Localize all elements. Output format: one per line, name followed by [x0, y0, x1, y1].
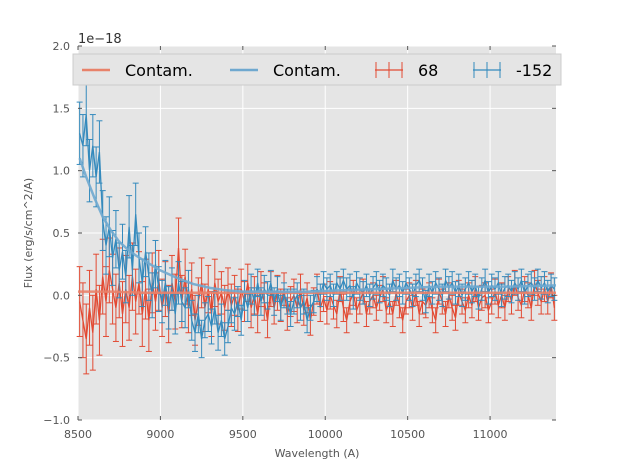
y-axis-label: Flux (erg/s/cm^2/A)	[22, 178, 35, 288]
legend-label: -152	[516, 61, 552, 80]
x-tick-label: 10000	[308, 428, 343, 441]
legend: Contam. Contam. 68 -152	[72, 53, 562, 86]
contam-line	[78, 157, 557, 293]
legend-label: Contam.	[125, 61, 193, 80]
y-tick-label: 1.5	[53, 102, 71, 115]
y-tick-label: 2.0	[53, 40, 71, 53]
legend-label: 68	[418, 61, 438, 80]
grid-lines	[77, 45, 556, 421]
x-axis-label: Wavelength (A)	[275, 447, 360, 460]
y-tick-label: 0.5	[53, 227, 71, 240]
y-axis: −1.0 −0.5 0.0 0.5 1.0 1.5 2.0	[43, 40, 556, 427]
y-offset-label: 1e−18	[78, 32, 122, 47]
series-3	[76, 82, 558, 359]
legend-label: Contam.	[273, 61, 341, 80]
y-tick-label: 1.0	[53, 165, 71, 178]
series-layer	[76, 82, 558, 375]
y-tick-label: −1.0	[43, 414, 70, 427]
y-tick-label: −0.5	[43, 352, 70, 365]
x-axis: 8500 9000 9500 10000 10500 11000	[64, 46, 508, 441]
x-tick-label: 8500	[64, 428, 92, 441]
series-1	[78, 157, 557, 293]
y-tick-label: 0.0	[53, 289, 71, 302]
x-tick-label: 11000	[473, 428, 508, 441]
x-tick-label: 10500	[390, 428, 425, 441]
x-tick-label: 9000	[146, 428, 174, 441]
x-tick-label: 9500	[229, 428, 257, 441]
